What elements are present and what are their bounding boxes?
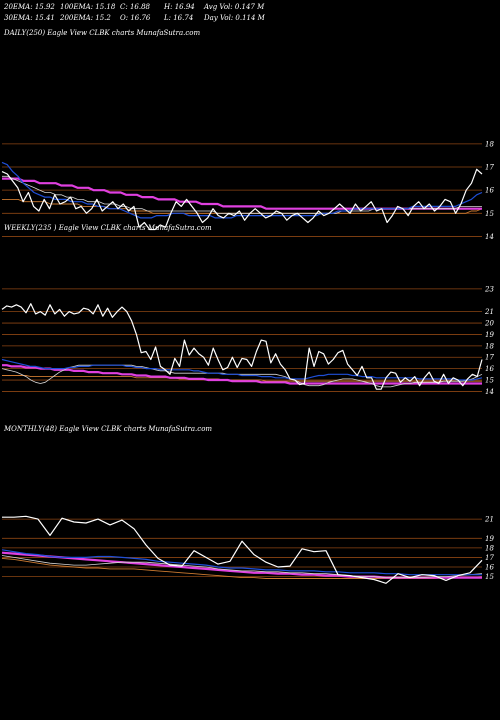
stat-30ema: 30EMA: 15.41 — [4, 14, 55, 22]
stat-close: C: 16.88 — [120, 3, 150, 11]
weekly-y-tick-label: 14 — [485, 388, 494, 396]
daily-price-line — [1, 168, 483, 231]
weekly-y-tick-label: 20 — [484, 320, 494, 328]
weekly-y-tick-label: 21 — [484, 308, 494, 316]
daily-y-tick-label: 15 — [485, 210, 494, 218]
stat-20ema: 20EMA: 15.92 — [4, 3, 55, 11]
monthly-y-tick-label: 19 — [485, 535, 494, 543]
weekly-chart-title: WEEKLY(235 ) Eagle View CLBK charts Muna… — [4, 224, 212, 232]
daily-chart-title: DAILY(250) Eagle View CLBK charts Munafa… — [4, 29, 201, 37]
weekly-y-tick-label: 23 — [484, 285, 494, 293]
daily-y-tick-label: 16 — [485, 187, 494, 195]
weekly-y-tick-label: 18 — [485, 342, 494, 350]
monthly-y-tick-label: 18 — [485, 544, 494, 552]
monthly-ema-mid-line — [1, 555, 483, 578]
weekly-y-tick-label: 15 — [485, 377, 494, 385]
monthly-y-tick-label: 15 — [485, 573, 494, 581]
daily-y-tick-label: 14 — [485, 233, 494, 241]
weekly-y-tick-label: 19 — [485, 331, 494, 339]
stat-low: L: 16.74 — [164, 14, 194, 22]
stat-200ema: 200EMA: 15.2 — [60, 14, 111, 22]
stat-avg-vol: Avg Vol: 0.147 M — [204, 3, 265, 11]
weekly-ema-mid-line — [1, 364, 483, 388]
weekly-y-tick-label: 17 — [485, 354, 494, 362]
monthly-y-tick-label: 21 — [484, 516, 494, 524]
weekly-ema-fast-line — [1, 358, 483, 381]
daily-y-tick-label: 17 — [485, 164, 494, 172]
monthly-y-tick-label: 17 — [485, 554, 494, 562]
weekly-y-tick-label: 16 — [485, 365, 494, 373]
weekly-price-line — [1, 303, 483, 390]
weekly-ema-long-line — [2, 364, 482, 385]
stat-high: H: 16.94 — [164, 3, 195, 11]
stat-open: O: 16.76 — [120, 14, 151, 22]
daily-y-tick-label: 18 — [485, 140, 494, 148]
monthly-price-line — [2, 515, 483, 584]
stat-100ema: 100EMA: 15.18 — [60, 3, 116, 11]
monthly-y-tick-label: 16 — [485, 564, 494, 572]
stat-day-vol: Day Vol: 0.114 M — [204, 14, 265, 22]
monthly-chart-title: MONTHLY(48) Eagle View CLBK charts Munaf… — [4, 425, 213, 433]
monthly-ema-fast-line — [1, 549, 482, 576]
